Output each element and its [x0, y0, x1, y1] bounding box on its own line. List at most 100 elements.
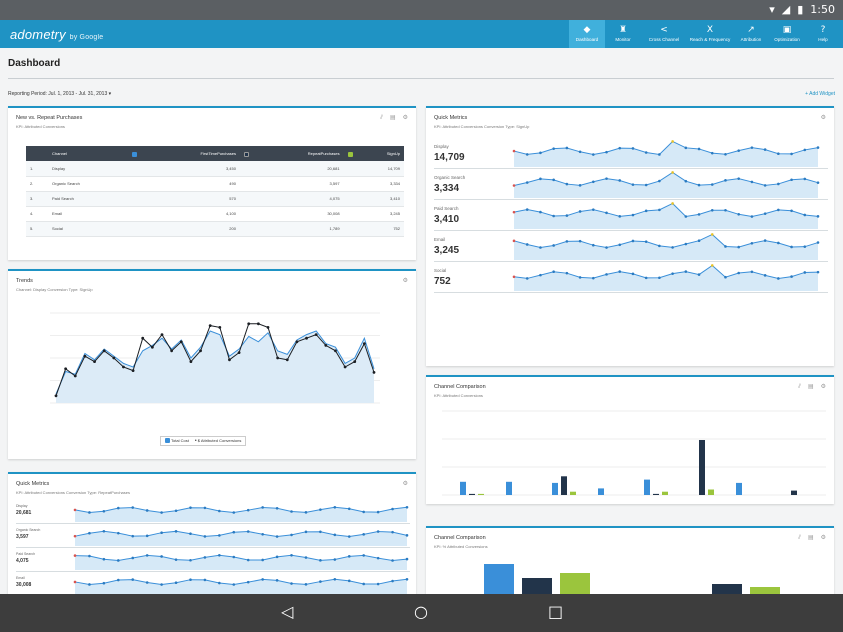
channel-comparison-pct-card: Channel Comparison KPI: % Attributed Con…	[426, 526, 834, 594]
table-cell: 3,334	[343, 176, 404, 192]
metric-row[interactable]: Display 20,681	[16, 500, 410, 524]
table-cell: 490	[128, 176, 240, 192]
add-widget-link[interactable]: + Add Widget	[805, 91, 835, 97]
table-row[interactable]: 5. Social 200 1,789 752	[26, 221, 404, 237]
spark-point	[777, 152, 780, 156]
spark-point	[376, 510, 380, 514]
bar	[712, 584, 742, 594]
blue-swatch-icon	[132, 151, 137, 157]
spark-point	[405, 577, 409, 581]
spark-point	[246, 530, 250, 533]
nav-item-monitor[interactable]: ♜ Monitor	[605, 20, 641, 48]
back-icon[interactable]: ◁	[281, 602, 294, 621]
spark-point	[362, 554, 365, 557]
table-row[interactable]: 2. Organic Search 490 3,597 3,334	[26, 176, 404, 192]
spark-point	[189, 558, 192, 562]
spark-point	[88, 583, 91, 586]
battery-icon: ▮	[797, 3, 804, 16]
table-cell: 200	[128, 221, 240, 237]
spark-point	[362, 533, 365, 536]
col-header-repeat[interactable]: RepeatPurchases	[239, 146, 344, 161]
gear-icon[interactable]: ⚙	[820, 383, 826, 390]
quick-metrics-repeat-card: Quick Metrics KPI: Attributed Conversion…	[8, 472, 416, 594]
legend-item-cost[interactable]: Total Cost	[165, 438, 189, 444]
metric-row[interactable]: Email 3,245	[434, 231, 828, 262]
bar	[522, 578, 552, 594]
trend-point	[314, 333, 318, 336]
gear-icon[interactable]: ⚙	[820, 114, 826, 121]
metric-value: 3,597	[16, 534, 29, 540]
spark-point	[304, 530, 308, 534]
metric-row[interactable]: Paid Search 4,075	[16, 548, 410, 572]
trend-point	[199, 349, 202, 353]
sparkline	[73, 505, 409, 522]
logo[interactable]: adometry by Google	[10, 27, 103, 42]
gear-icon[interactable]: ⚙	[820, 534, 826, 541]
nav-item-cross-channel[interactable]: < Cross Channel	[641, 20, 687, 48]
spark-point	[189, 532, 192, 536]
col-header-channel[interactable]: Channel	[48, 146, 128, 161]
spark-point	[763, 212, 767, 215]
metric-row[interactable]: Paid Search 3,410	[434, 200, 828, 231]
gear-icon[interactable]: ⚙	[402, 480, 408, 487]
table-cell: Email	[48, 206, 128, 222]
dark-swatch-icon	[243, 151, 249, 157]
spark-point	[539, 177, 542, 181]
android-nav-bar: ◁ ○ □	[0, 594, 843, 632]
gear-icon[interactable]: ⚙	[402, 277, 408, 284]
spark-point	[391, 507, 394, 511]
nav-item-optimization[interactable]: ▣ Optimization	[769, 20, 805, 48]
title-divider	[8, 78, 834, 79]
nav-item-reach-frequency[interactable]: X Reach & Frequency	[687, 20, 733, 48]
spark-point	[578, 276, 582, 279]
metric-row[interactable]: Social 752	[434, 262, 828, 293]
col-header-signup[interactable]: SignUp	[343, 146, 404, 161]
spark-point	[671, 272, 674, 275]
trends-chart	[50, 312, 380, 404]
bar	[478, 493, 484, 495]
spark-point	[592, 208, 595, 211]
spark-point	[512, 149, 516, 153]
gear-icon[interactable]: ⚙	[402, 114, 408, 121]
sparkline	[73, 553, 409, 570]
spark-point	[73, 508, 77, 512]
table-row[interactable]: 4. Email 4,100 30,008 3,245	[26, 206, 404, 222]
chart-icon[interactable]: ⫽	[798, 534, 801, 541]
table-icon[interactable]: ▤	[807, 383, 814, 390]
spark-point	[117, 578, 120, 582]
spark-point	[512, 275, 516, 279]
metric-value: 3,410	[434, 214, 460, 225]
signal-icon: ◢	[781, 3, 791, 16]
home-icon[interactable]: ○	[414, 602, 428, 621]
metric-row[interactable]: Email 30,008	[16, 572, 410, 594]
nav-item-dashboard[interactable]: ◆ Dashboard	[569, 20, 605, 48]
table-icon[interactable]: ▤	[389, 114, 396, 121]
col-header-first[interactable]: FirstTimePurchases	[128, 146, 240, 161]
metric-row[interactable]: Organic Search 3,334	[434, 169, 828, 200]
spark-point	[803, 148, 807, 152]
metric-value: 20,681	[16, 510, 32, 516]
recents-icon[interactable]: □	[548, 602, 564, 621]
spark-point	[275, 507, 279, 510]
metric-row[interactable]: Display 14,709	[434, 138, 828, 169]
nav-item-attribution[interactable]: ↗ Attribution	[733, 20, 769, 48]
card-title: Quick Metrics	[16, 481, 50, 487]
chart-icon[interactable]: ⫽	[380, 114, 383, 121]
table-row[interactable]: 1. Display 3,450 20,681 14,709	[26, 161, 404, 177]
nav-label: Dashboard	[575, 37, 599, 42]
spark-point	[525, 153, 529, 156]
spark-point	[631, 147, 635, 150]
chart-icon[interactable]: ⫽	[798, 383, 801, 390]
spark-point	[684, 179, 688, 183]
metric-row[interactable]: Organic Search 3,597	[16, 524, 410, 548]
sparkline	[512, 202, 820, 229]
nav-item-help[interactable]: ? Help	[805, 20, 841, 48]
spark-point	[539, 210, 542, 214]
table-row[interactable]: 3. Paid Search 570 4,075 3,410	[26, 191, 404, 207]
reporting-period-dropdown[interactable]: Reporting Period: Jul. 1, 2013 - Jul. 31…	[8, 91, 112, 97]
legend-item-conversions[interactable]: • $ Attributed Conversions	[194, 438, 242, 444]
metric-label: Paid Search	[434, 206, 459, 211]
spark-point	[592, 180, 595, 184]
table-icon[interactable]: ▤	[807, 534, 814, 541]
bar	[570, 491, 576, 495]
